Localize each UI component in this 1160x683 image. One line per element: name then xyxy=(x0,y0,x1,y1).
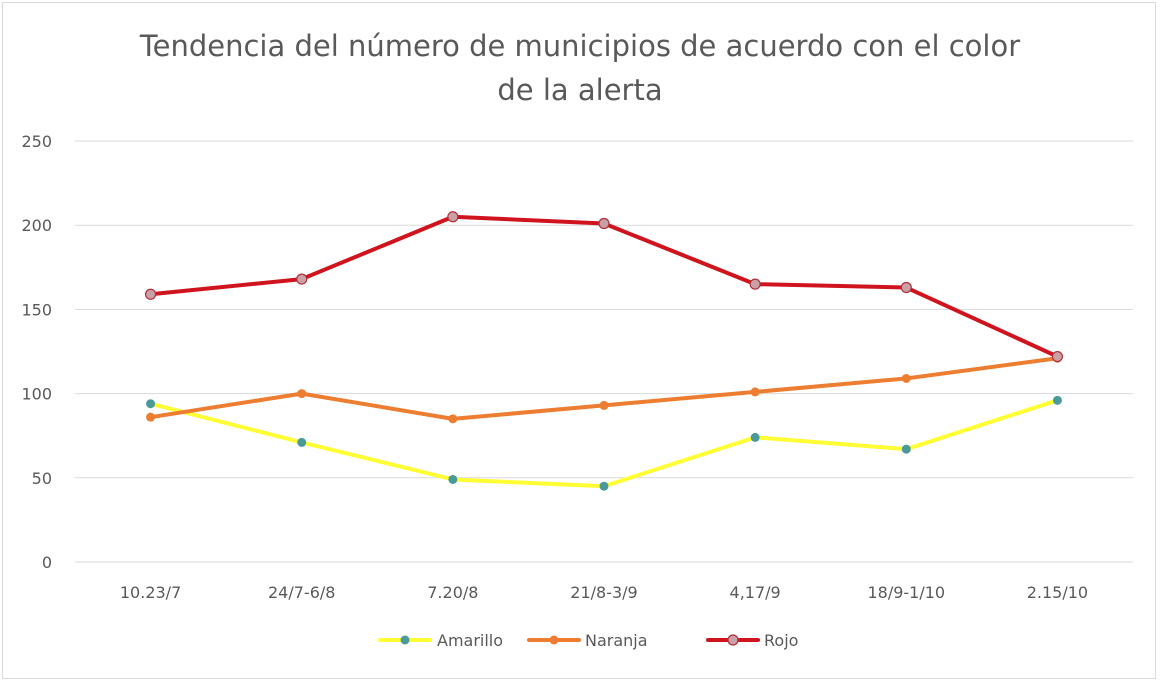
data-point-rojo xyxy=(296,273,308,285)
legend-item-naranja: Naranja xyxy=(527,631,648,650)
y-tick-label: 200 xyxy=(21,216,52,235)
x-tick-label: 18/9-1/10 xyxy=(867,583,945,602)
x-tick-label: 2.15/10 xyxy=(1027,583,1088,602)
x-tick-label: 24/7-6/8 xyxy=(268,583,335,602)
legend-marker-amarillo xyxy=(400,635,410,645)
data-point-amarillo xyxy=(1052,395,1062,405)
legend-marker-naranja xyxy=(549,635,559,645)
data-point-naranja xyxy=(146,412,156,422)
data-point-naranja xyxy=(901,373,911,383)
legend-label-rojo: Rojo xyxy=(764,631,798,650)
series-rojo xyxy=(144,211,1064,363)
chart-title-line-2: de la alerta xyxy=(497,73,663,107)
legend-item-rojo: Rojo xyxy=(706,631,798,650)
y-tick-label: 250 xyxy=(21,132,52,151)
chart-title-line-1: Tendencia del número de municipios de ac… xyxy=(139,29,1021,63)
x-tick-label: 4,17/9 xyxy=(730,583,781,602)
data-point-rojo xyxy=(749,278,761,290)
data-point-rojo xyxy=(598,217,610,230)
series-amarillo xyxy=(146,395,1062,491)
legend-marker-rojo xyxy=(727,634,739,646)
data-point-amarillo xyxy=(448,474,458,484)
legend: Amarillo Naranja Rojo xyxy=(378,631,798,650)
data-point-naranja xyxy=(750,387,760,397)
data-point-amarillo xyxy=(599,481,609,491)
chart-title: Tendencia del número de municipios de ac… xyxy=(60,24,1100,112)
x-tick-label: 10.23/7 xyxy=(120,583,181,602)
data-point-amarillo xyxy=(146,399,156,409)
y-axis-tick-labels: 0 50 100 150 200 250 xyxy=(21,132,52,572)
data-point-rojo xyxy=(1051,350,1064,363)
x-tick-label: 7.20/8 xyxy=(427,583,478,602)
data-point-rojo xyxy=(900,281,912,294)
data-point-naranja xyxy=(297,389,307,399)
series-line-rojo xyxy=(148,214,1060,359)
legend-label-amarillo: Amarillo xyxy=(437,631,503,650)
data-point-naranja xyxy=(448,414,458,424)
data-point-amarillo xyxy=(901,444,911,454)
x-axis-tick-labels: 10.23/7 24/7-6/8 7.20/8 21/8-3/9 4,17/9 18/9-… xyxy=(120,583,1088,602)
y-tick-label: 0 xyxy=(42,553,52,572)
data-point-rojo xyxy=(447,211,459,223)
y-tick-label: 100 xyxy=(21,385,52,404)
series-naranja xyxy=(146,353,1062,424)
data-point-rojo xyxy=(144,288,157,300)
grid-lines xyxy=(75,140,1133,563)
y-tick-label: 50 xyxy=(32,469,52,488)
x-tick-label: 21/8-3/9 xyxy=(570,583,637,602)
series-line-amarillo xyxy=(148,398,1060,489)
data-point-amarillo xyxy=(750,432,760,442)
data-point-naranja xyxy=(599,400,609,410)
y-tick-label: 150 xyxy=(21,300,52,319)
series-group xyxy=(144,211,1064,491)
data-point-amarillo xyxy=(297,437,307,447)
legend-item-amarillo: Amarillo xyxy=(378,631,503,650)
legend-label-naranja: Naranja xyxy=(585,631,648,650)
